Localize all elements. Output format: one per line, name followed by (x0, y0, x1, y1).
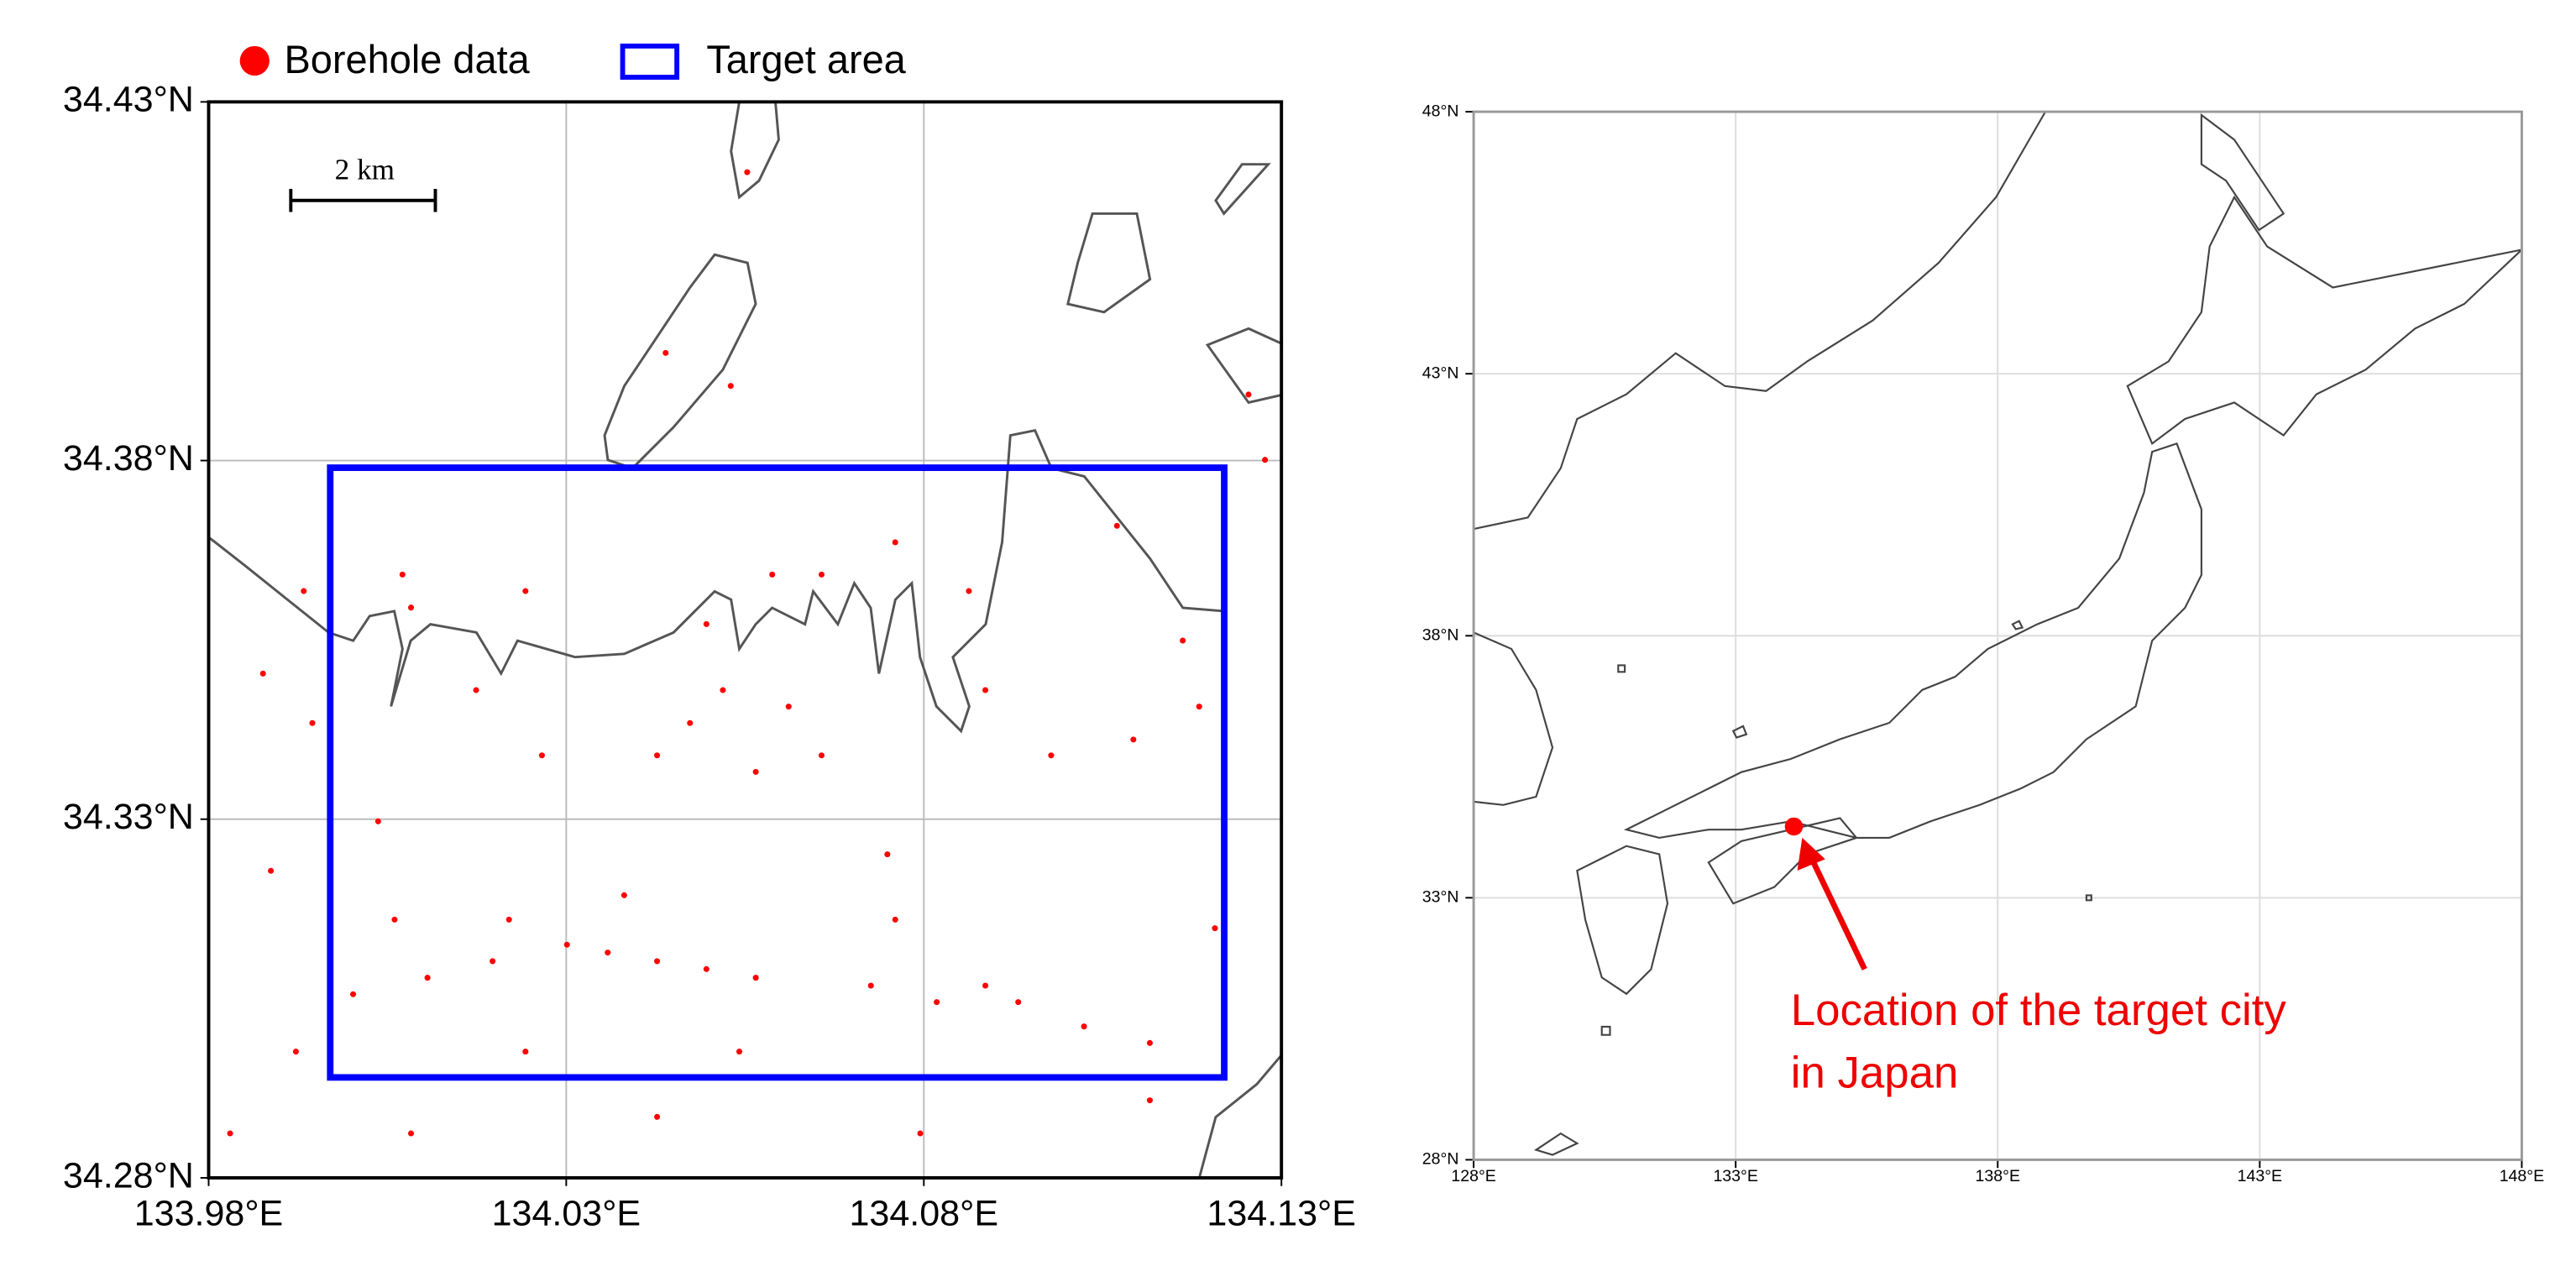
borehole (785, 704, 792, 710)
y-tick-label: 28°N (1422, 1150, 1459, 1169)
borehole (227, 1130, 233, 1137)
borehole (662, 349, 669, 356)
x-tick-label: 134.13°E (1207, 1194, 1356, 1234)
target-area (327, 464, 1228, 1081)
borehole (563, 941, 570, 948)
borehole (934, 999, 940, 1006)
borehole (292, 1049, 299, 1055)
y-tick-label: 38°N (1422, 625, 1459, 644)
right-marks (1784, 817, 1804, 836)
legend-label: Borehole data (284, 37, 530, 81)
y-tick-label: 34.33°N (63, 797, 194, 837)
borehole (1048, 752, 1055, 759)
borehole (654, 958, 661, 965)
y-tick-label: 33°N (1422, 888, 1459, 907)
y-tick-label: 34.28°N (63, 1155, 194, 1196)
left-grid (200, 101, 1283, 1186)
borehole (490, 958, 496, 965)
legend: Borehole data Target area (239, 37, 907, 81)
x-tick-label: 143°E (2238, 1167, 2282, 1185)
borehole (1015, 999, 1022, 1006)
borehole (703, 965, 709, 972)
x-tick-label: 133°E (1713, 1167, 1757, 1185)
borehole (818, 752, 825, 759)
target-city (1784, 817, 1804, 836)
legend-marker (239, 45, 270, 76)
y-tick-label: 48°N (1422, 102, 1459, 120)
borehole (884, 851, 891, 858)
right-coastline (1474, 112, 2522, 1156)
borehole (727, 383, 734, 390)
borehole (1180, 637, 1186, 644)
x-tick-label: 134.08°E (850, 1194, 999, 1234)
borehole (1245, 391, 1252, 398)
x-tick-label: 134.03°E (492, 1194, 641, 1234)
borehole (744, 169, 751, 175)
legend-label: Target area (706, 37, 906, 81)
left-coastline (208, 102, 1282, 1178)
borehole (687, 719, 694, 726)
borehole (867, 982, 874, 989)
borehole (769, 571, 776, 578)
borehole (752, 975, 759, 981)
borehole (424, 975, 431, 981)
x-tick-label: 128°E (1451, 1167, 1495, 1185)
borehole (982, 982, 989, 989)
x-tick-label: 148°E (2500, 1167, 2544, 1185)
borehole (350, 991, 357, 997)
borehole (1113, 522, 1120, 529)
borehole (408, 1130, 415, 1137)
borehole (259, 670, 266, 677)
right-frame (1472, 110, 2523, 1161)
borehole (966, 588, 972, 594)
borehole (736, 1049, 743, 1055)
borehole (892, 539, 898, 546)
borehole (391, 916, 398, 923)
borehole (505, 916, 512, 923)
annotation-text: in Japan (1791, 1049, 1959, 1098)
y-tick-label: 34.38°N (63, 438, 194, 479)
borehole (1081, 1023, 1087, 1030)
borehole (620, 892, 627, 898)
borehole (1196, 704, 1202, 710)
borehole (982, 687, 989, 693)
borehole (703, 620, 709, 627)
borehole (399, 571, 406, 578)
borehole (917, 1130, 924, 1137)
borehole (522, 1049, 529, 1055)
borehole (309, 719, 316, 726)
left-frame (207, 100, 1284, 1180)
x-tick-label: 138°E (1976, 1167, 2020, 1185)
borehole (301, 588, 307, 594)
borehole (654, 1113, 661, 1120)
borehole (473, 687, 479, 693)
legend-marker (620, 43, 680, 80)
borehole (818, 571, 825, 578)
borehole (654, 752, 661, 759)
annotation-text: Location of the target city (1791, 986, 2287, 1035)
borehole (1212, 925, 1218, 932)
borehole (605, 950, 611, 956)
borehole (1146, 1039, 1153, 1046)
borehole (1130, 736, 1137, 743)
borehole (1262, 457, 1269, 463)
y-tick-label: 34.43°N (63, 80, 194, 120)
borehole (374, 818, 381, 824)
x-tick-label: 133.98°E (134, 1194, 284, 1234)
borehole (522, 588, 529, 594)
borehole (408, 604, 415, 611)
left-marks (227, 169, 1269, 1137)
y-tick-label: 43°N (1422, 364, 1459, 382)
annotation: Location of the target city in Japan (1791, 837, 2287, 1098)
borehole (1146, 1097, 1153, 1104)
scale-bar: 2 km (289, 154, 437, 212)
borehole (752, 768, 759, 775)
scale-bar-label: 2 km (335, 154, 395, 186)
borehole (538, 752, 545, 759)
borehole (720, 687, 726, 693)
borehole (268, 867, 275, 874)
borehole (892, 916, 898, 923)
